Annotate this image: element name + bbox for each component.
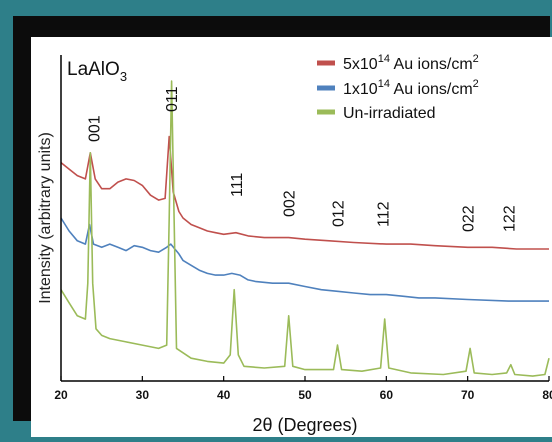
- x-axis-label: 2θ (Degrees): [252, 415, 357, 435]
- series-line-1: [60, 217, 549, 302]
- x-tick-label: 30: [136, 388, 150, 402]
- x-tick-label: 80: [542, 388, 552, 402]
- series-group: [60, 80, 550, 377]
- legend-label-0: 5x1014 Au ions/cm2: [343, 53, 479, 73]
- x-ticks: 20 30 40 50 60 70 80: [54, 376, 552, 402]
- x-tick-label: 20: [54, 388, 68, 402]
- x-tick-label: 60: [380, 388, 394, 402]
- peak-labels: 001 011 111 002 012 112 022 122: [87, 86, 519, 232]
- x-tick-label: 50: [298, 388, 312, 402]
- legend-label-2: Un-irradiated: [343, 105, 435, 122]
- material-label-main: LaAlO: [67, 59, 120, 80]
- peak-label-001: 001: [87, 115, 104, 142]
- material-label-sub: 3: [120, 69, 127, 84]
- peak-label-111: 111: [229, 173, 246, 197]
- peak-label-022: 022: [461, 205, 478, 232]
- peak-label-002: 002: [282, 190, 299, 217]
- series-line-2: [60, 80, 550, 377]
- x-tick-label: 70: [461, 388, 475, 402]
- x-tick-label: 40: [217, 388, 231, 402]
- peak-label-012: 012: [331, 200, 348, 227]
- peak-label-011: 011: [164, 86, 181, 112]
- material-label: LaAlO3: [67, 59, 127, 84]
- legend: 5x1014 Au ions/cm2 1x1014 Au ions/cm2 Un-i…: [317, 53, 479, 122]
- series-line-0: [60, 135, 549, 250]
- legend-label-1: 1x1014 Au ions/cm2: [343, 78, 479, 98]
- y-axis-label: Intensity (arbitrary units): [37, 132, 54, 304]
- peak-label-122: 122: [501, 205, 518, 232]
- peak-label-112: 112: [375, 201, 392, 227]
